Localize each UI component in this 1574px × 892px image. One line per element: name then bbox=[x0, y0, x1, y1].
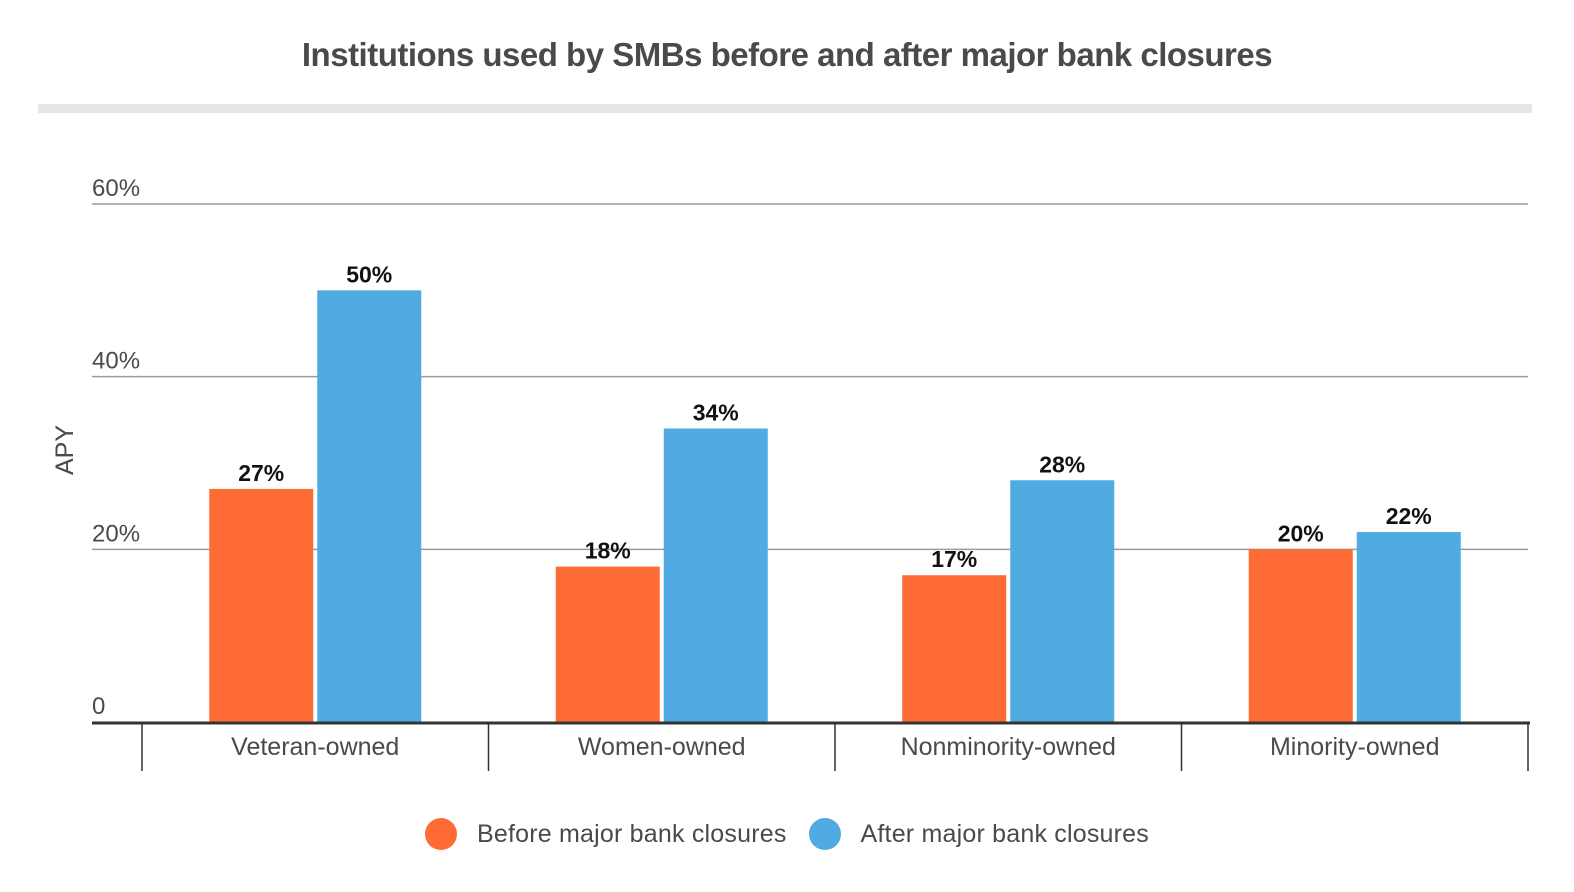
legend-swatch-before bbox=[425, 818, 458, 850]
bar-value-label: 50% bbox=[346, 261, 392, 287]
bar bbox=[1010, 480, 1115, 722]
x-tick-label: Veteran-owned bbox=[231, 733, 399, 761]
legend-swatch-after bbox=[808, 818, 841, 850]
y-tick-label: 20% bbox=[92, 520, 140, 547]
y-axis-ticks: 0 20% 40% 60% bbox=[92, 175, 140, 720]
bar-value-label: 22% bbox=[1386, 503, 1432, 529]
x-tick-label: Women-owned bbox=[578, 733, 746, 761]
legend: Before major bank closures After major b… bbox=[0, 818, 1574, 850]
bar-value-label: 20% bbox=[1278, 520, 1324, 546]
bar bbox=[317, 290, 422, 722]
legend-label-before: Before major bank closures bbox=[477, 819, 787, 848]
bar bbox=[209, 488, 314, 722]
y-tick-label: 0 bbox=[92, 693, 105, 720]
bar bbox=[1356, 532, 1461, 722]
y-axis-label: APY bbox=[51, 425, 79, 475]
bar bbox=[555, 566, 660, 722]
bar-value-label: 27% bbox=[238, 460, 284, 486]
bar bbox=[1248, 549, 1353, 722]
bar bbox=[902, 575, 1007, 722]
title-divider bbox=[38, 104, 1532, 113]
legend-item-after[interactable]: After major bank closures bbox=[808, 818, 1149, 850]
bar bbox=[663, 428, 768, 722]
bar-value-label: 18% bbox=[585, 538, 631, 564]
x-axis: Veteran-owned Women-owned Nonminority-owne… bbox=[92, 721, 1530, 771]
bar-value-label: 17% bbox=[931, 546, 977, 572]
x-tick-label: Minority-owned bbox=[1270, 733, 1440, 761]
legend-label-after: After major bank closures bbox=[860, 819, 1149, 848]
bar-value-label: 28% bbox=[1039, 451, 1085, 477]
chart-title: Institutions used by SMBs before and aft… bbox=[301, 36, 1273, 73]
bar-value-labels: 27% 50% 18% 34% 17% 28% 20% 22% bbox=[238, 261, 1432, 572]
bars bbox=[209, 290, 1461, 722]
legend-item-before[interactable]: Before major bank closures bbox=[425, 818, 787, 850]
bar-value-label: 34% bbox=[693, 399, 739, 425]
y-tick-label: 40% bbox=[92, 348, 140, 375]
x-tick-label: Nonminority-owned bbox=[901, 733, 1116, 761]
y-tick-label: 60% bbox=[92, 175, 140, 202]
